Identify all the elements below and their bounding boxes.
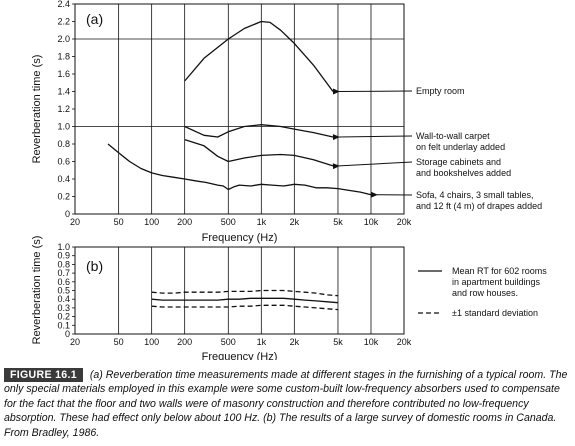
y-axis-label: Reverberation time (s) [31,55,43,164]
x-tick-label: 200 [177,217,192,227]
x-tick-label: 2k [290,337,300,347]
y-tick-label: 1.0 [57,242,70,252]
x-tick-label: 50 [114,337,124,347]
panel-label: (a) [86,11,103,27]
y-tick-label: 0.2 [57,192,70,202]
x-tick-label: 20 [70,337,80,347]
x-axis-label: Frequency (Hz) [202,351,278,360]
caption-text: (a) Reverberation time measurements made… [4,369,568,439]
figure-label-badge: FIGURE 16.1 [4,368,83,383]
annotation-label: Wall-to-wall carpet [416,131,490,141]
x-tick-label: 200 [177,337,192,347]
y-tick-label: 0.6 [57,277,70,287]
series-line-4 [107,143,372,196]
x-tick-label: 100 [144,337,159,347]
y-tick-label: 0.6 [57,157,70,167]
x-tick-label: 500 [221,337,236,347]
y-tick-label: 0.4 [57,174,70,184]
y-axis-label: Reverberation time (s) [31,236,43,345]
y-tick-label: 2.4 [57,0,70,9]
annotation-label: Empty room [416,86,465,96]
series-line-2 [184,124,334,138]
figure-16-1: 20 50 100 200 500 1k 2k 5k 10k 20k00.20.40.60.81.… [31,0,547,360]
x-tick-label: 1k [257,217,267,227]
series-line-1 [151,297,339,304]
y-tick-label: 2.0 [57,34,70,44]
x-tick-label: 1k [257,337,267,347]
chart-panel-a: 20 50 100 200 500 1k 2k 5k 10k 20k 0 0.2 0.4 0.6 0.8 1.… [31,0,542,244]
y-tick-label: 0 [65,209,70,219]
annotation-label: Storage cabinets and [416,157,501,167]
figure-caption: FIGURE 16.1 (a) Reverberation time measu… [4,368,572,440]
y-tick-label: 0.7 [57,268,70,278]
y-tick-label: 0.8 [57,259,70,269]
y-tick-label: 1.4 [57,87,70,97]
annotation-arrow [332,88,413,95]
y-tick-label: 0.9 [57,251,70,261]
x-tick-label: 50 [114,217,124,227]
y-tick-label: 2.2 [57,17,70,27]
x-tick-label: 10k [364,337,379,347]
series-line-3 [151,304,339,311]
x-tick-label: 2k [290,217,300,227]
annotation-label: Sofa, 4 chairs, 3 small tables, [416,190,534,200]
x-tick-label: 5k [333,337,343,347]
chart-panel-b: 20 50 100 200 500 1k 2k 5k 10k 20k00.10.20.30.40.… [31,236,547,360]
y-tick-label: 1.6 [57,69,70,79]
annotation-label: and bookshelves added [416,168,511,178]
annotation-arrow [332,134,413,141]
series-line-3 [184,138,334,167]
x-tick-label: 20 [70,217,80,227]
panel-label: (b) [86,258,103,274]
x-tick-label: 5k [333,217,343,227]
y-tick-label: 1.0 [57,122,70,132]
legend-label: ±1 standard deviation [452,308,538,318]
x-tick-label: 100 [144,217,159,227]
annotation-label: on felt underlay added [416,142,505,152]
series-line-1 [184,20,334,92]
plot-frame [74,3,405,215]
y-tick-label: 0.1 [57,320,70,330]
series-line-2 [151,289,339,297]
annotation-label: and 12 ft (4 m) of drapes added [416,201,542,211]
plot-frame [74,246,405,335]
y-tick-label: 0.3 [57,303,70,313]
x-tick-label: 20k [397,217,412,227]
legend-label: Mean RT for 602 rooms [452,266,547,276]
y-tick-label: 0 [65,329,70,339]
y-tick-label: 1.8 [57,52,70,62]
legend-label: and row houses. [452,288,518,298]
annotation-arrow [332,161,413,170]
y-tick-label: 0.5 [57,286,70,296]
x-tick-label: 500 [221,217,236,227]
y-tick-label: 1.2 [57,104,70,114]
y-tick-label: 0.4 [57,294,70,304]
y-tick-label: 0.8 [57,139,70,149]
x-tick-label: 10k [364,217,379,227]
x-tick-label: 20k [397,337,412,347]
x-axis-label: Frequency (Hz) [202,232,278,244]
legend-label: in apartment buildings [452,277,541,287]
y-tick-label: 0.2 [57,312,70,322]
